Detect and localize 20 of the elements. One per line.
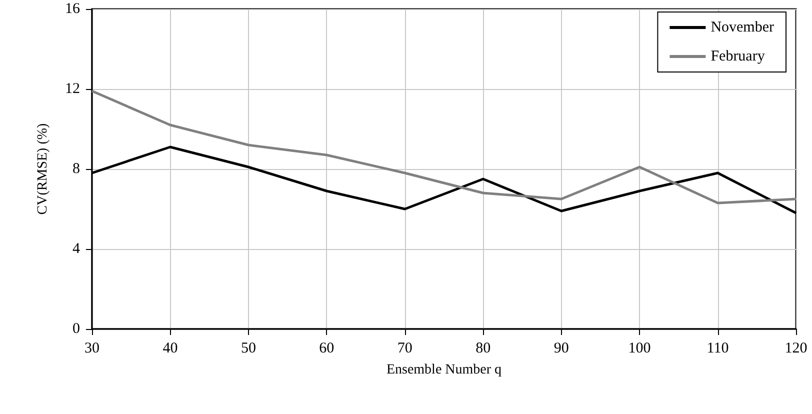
x-tick-label: 70 [397,340,412,356]
x-tick-label: 40 [162,340,178,356]
x-tick-label: 90 [554,340,569,356]
line-series [90,90,798,204]
x-tick-label: 120 [784,340,808,356]
x-tick-label: 50 [240,340,256,356]
x-tick-label: 110 [706,340,729,356]
y-tick-label: 8 [72,161,80,177]
y-tick-label: 4 [72,241,80,257]
y-tick-label: 16 [65,1,80,17]
legend-label: February [710,48,766,64]
y-tick-label: 12 [65,81,80,97]
legend-label: November [710,20,774,36]
x-axis-title: Ensemble Number q [386,362,502,378]
x-tick-label: 30 [84,340,100,356]
x-tick-label: 60 [319,340,334,356]
x-tick-label: 80 [476,340,491,356]
y-tick-label: 0 [72,321,80,337]
x-tick-label: 100 [628,340,651,356]
y-axis-title: CV(RMSE) (%) [36,122,50,215]
